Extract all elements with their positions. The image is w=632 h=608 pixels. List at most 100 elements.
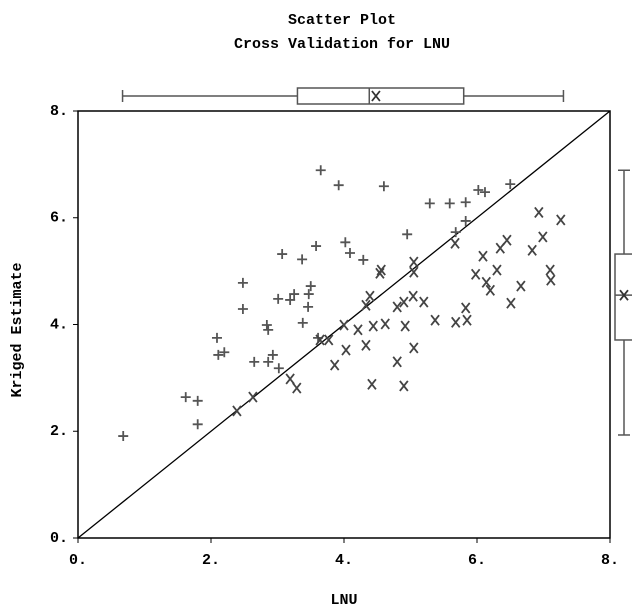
point (339, 319, 349, 331)
point (285, 373, 295, 385)
point (470, 268, 481, 280)
point (481, 276, 492, 288)
point (460, 197, 471, 208)
x-axis-label: LNU (330, 592, 357, 608)
point (451, 316, 461, 328)
point (340, 237, 351, 248)
point (358, 254, 369, 265)
point (361, 299, 371, 311)
point (192, 395, 203, 406)
point (249, 356, 260, 367)
point (341, 344, 351, 356)
point (408, 290, 418, 302)
point (380, 318, 390, 330)
point (368, 320, 378, 332)
point (213, 349, 224, 360)
box-mean (619, 289, 629, 301)
point (261, 320, 272, 331)
x-tick-label: 0. (69, 552, 87, 569)
point (329, 359, 340, 371)
point (232, 405, 242, 417)
point (303, 301, 314, 312)
point (478, 250, 488, 262)
point (118, 431, 129, 442)
chart-title: Scatter Plot (288, 12, 396, 29)
point (409, 342, 419, 354)
point (378, 181, 389, 192)
point (297, 254, 308, 265)
point (285, 294, 296, 305)
point (556, 214, 566, 226)
point (267, 349, 278, 360)
y-tick-label: 0. (50, 530, 68, 547)
point (324, 334, 334, 346)
point (492, 264, 502, 276)
point (534, 206, 544, 218)
point (273, 363, 284, 374)
point (273, 293, 284, 304)
point (545, 264, 555, 276)
y-axis-label: Kriged Estimate (9, 262, 26, 397)
y-tick-label: 8. (50, 103, 68, 120)
point (400, 320, 410, 332)
point (303, 289, 314, 300)
point (305, 281, 316, 292)
point (538, 231, 548, 243)
point (311, 241, 322, 252)
point (277, 249, 288, 260)
point (315, 334, 325, 346)
point (365, 290, 375, 302)
point (333, 180, 344, 191)
point (180, 392, 191, 403)
point (444, 198, 455, 209)
point (462, 314, 472, 326)
box (296, 87, 465, 105)
point (376, 264, 386, 276)
point (419, 296, 429, 308)
point (424, 198, 435, 209)
point (527, 244, 537, 256)
x-tick-label: 2. (202, 552, 220, 569)
point (402, 229, 413, 240)
point (353, 324, 363, 336)
point (297, 317, 308, 328)
x-tick-label: 4. (335, 552, 353, 569)
point (211, 332, 222, 343)
point (450, 237, 460, 249)
point (361, 339, 371, 351)
point (219, 347, 230, 358)
point (409, 266, 419, 278)
y-tick-label: 6. (50, 210, 68, 227)
point (263, 324, 274, 335)
point (460, 302, 471, 314)
point (289, 289, 300, 300)
chart-subtitle: Cross Validation for LNU (234, 36, 450, 53)
point (502, 234, 512, 246)
y-tick-label: 4. (50, 316, 68, 333)
point (237, 304, 248, 315)
point (344, 247, 355, 258)
point (399, 380, 409, 392)
point (473, 184, 484, 195)
x-tick-label: 8. (601, 552, 619, 569)
box-mean (371, 90, 381, 102)
point (237, 277, 248, 288)
point (409, 256, 419, 268)
point (460, 215, 471, 226)
point (505, 179, 516, 190)
point (292, 382, 302, 394)
point (516, 280, 526, 292)
point (479, 187, 490, 198)
point (367, 378, 377, 390)
point (392, 356, 402, 368)
point (506, 297, 516, 309)
point (399, 296, 409, 308)
point (375, 267, 385, 279)
x-tick-label: 6. (468, 552, 486, 569)
point (450, 227, 461, 238)
box (614, 253, 632, 341)
point (392, 301, 402, 313)
point (430, 314, 440, 326)
point (485, 284, 496, 296)
